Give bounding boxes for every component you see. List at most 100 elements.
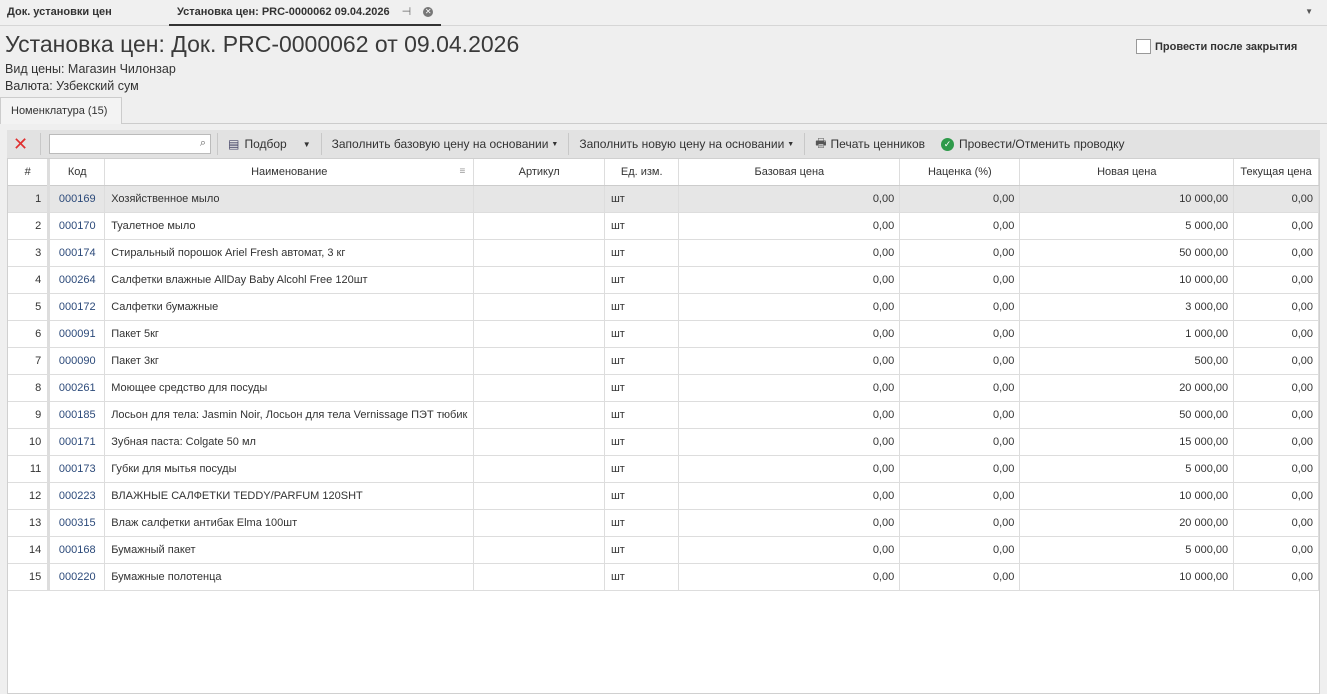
cell-current-price[interactable]: 0,00 [1233, 320, 1319, 348]
column-header[interactable]: Наименование ≡ [104, 159, 475, 186]
cell-name[interactable]: Зубная паста: Colgate 50 мл [104, 428, 475, 456]
cell-name[interactable]: Губки для мытья посуды [104, 455, 475, 483]
table-row[interactable]: 6 000091 Пакет 5кг шт 0,00 0,00 1 000,00 0,00 [8, 320, 1319, 348]
post-after-close-checkbox[interactable]: Провести после закрытия [1136, 39, 1297, 54]
cell-markup[interactable]: 0,00 [899, 401, 1021, 429]
select-button[interactable]: ▤ Подбор [224, 137, 291, 151]
cell-index[interactable]: 7 [8, 347, 51, 375]
cell-index[interactable]: 11 [8, 455, 51, 483]
cell-base-price[interactable]: 0,00 [678, 482, 901, 510]
delete-icon[interactable]: ✕ [13, 133, 29, 154]
table-row[interactable]: 12 000223 ВЛАЖНЫЕ САЛФЕТКИ TEDDY/PARFUM 12… [8, 482, 1319, 510]
table-row[interactable]: 5 000172 Салфетки бумажные шт 0,00 0,00 3 000,… [8, 293, 1319, 321]
cell-new-price[interactable]: 10 000,00 [1019, 563, 1235, 591]
cell-code[interactable]: 000261 [48, 374, 106, 402]
cell-new-price[interactable]: 10 000,00 [1019, 266, 1235, 294]
cell-new-price[interactable]: 20 000,00 [1019, 374, 1235, 402]
table-row[interactable]: 9 000185 Лосьон для тела: Jasmin Noir, Лос… [8, 401, 1319, 429]
table-row[interactable]: 14 000168 Бумажный пакет шт 0,00 0,00 5 000,00… [8, 536, 1319, 564]
column-header[interactable]: Ед. изм. [604, 159, 680, 186]
column-header[interactable]: Наценка (%) [899, 159, 1021, 186]
cell-base-price[interactable]: 0,00 [678, 293, 901, 321]
table-row[interactable]: 3 000174 Стиральный порошок Ariel Fresh ав… [8, 239, 1319, 267]
table-row[interactable]: 11 000173 Губки для мытья посуды шт 0,00 0,00… [8, 455, 1319, 483]
cell-markup[interactable]: 0,00 [899, 482, 1021, 510]
cell-markup[interactable]: 0,00 [899, 266, 1021, 294]
cell-code[interactable]: 000171 [48, 428, 106, 456]
cell-new-price[interactable]: 10 000,00 [1019, 185, 1235, 213]
cell-code[interactable]: 000315 [48, 509, 106, 537]
cell-current-price[interactable]: 0,00 [1233, 239, 1319, 267]
cell-markup[interactable]: 0,00 [899, 374, 1021, 402]
cell-sku[interactable] [473, 320, 605, 348]
column-header[interactable]: Базовая цена [678, 159, 901, 186]
fill-base-price-button[interactable]: Заполнить базовую цену на основании ▼ [328, 137, 563, 151]
cell-unit[interactable]: шт [604, 401, 680, 429]
table-row[interactable]: 1 000169 Хозяйственное мыло шт 0,00 0,00 10 00… [8, 185, 1319, 213]
cell-markup[interactable]: 0,00 [899, 455, 1021, 483]
cell-sku[interactable] [473, 239, 605, 267]
cell-markup[interactable]: 0,00 [899, 293, 1021, 321]
cell-index[interactable]: 12 [8, 482, 51, 510]
close-icon[interactable]: ✕ [423, 7, 434, 17]
cell-unit[interactable]: шт [604, 482, 680, 510]
cell-code[interactable]: 000169 [48, 185, 106, 213]
cell-base-price[interactable]: 0,00 [678, 509, 901, 537]
table-row[interactable]: 13 000315 Влаж салфетки антибак Elma 100шт… [8, 509, 1319, 537]
cell-new-price[interactable]: 20 000,00 [1019, 509, 1235, 537]
cell-code[interactable]: 000185 [48, 401, 106, 429]
column-header[interactable]: Код [48, 159, 106, 186]
cell-unit[interactable]: шт [604, 320, 680, 348]
cell-name[interactable]: Хозяйственное мыло [104, 185, 475, 213]
cell-code[interactable]: 000264 [48, 266, 106, 294]
cell-unit[interactable]: шт [604, 347, 680, 375]
cell-current-price[interactable]: 0,00 [1233, 482, 1319, 510]
cell-new-price[interactable]: 10 000,00 [1019, 482, 1235, 510]
cell-sku[interactable] [473, 293, 605, 321]
cell-name[interactable]: Бумажный пакет [104, 536, 475, 564]
cell-unit[interactable]: шт [604, 428, 680, 456]
cell-code[interactable]: 000173 [48, 455, 106, 483]
table-row[interactable]: 4 000264 Салфетки влажные AllDay Baby Alco… [8, 266, 1319, 294]
table-row[interactable]: 7 000090 Пакет 3кг шт 0,00 0,00 500,00 0,00 [8, 347, 1319, 375]
cell-current-price[interactable]: 0,00 [1233, 266, 1319, 294]
column-header[interactable]: Новая цена [1019, 159, 1235, 186]
cell-base-price[interactable]: 0,00 [678, 212, 901, 240]
cell-unit[interactable]: шт [604, 293, 680, 321]
cell-markup[interactable]: 0,00 [899, 212, 1021, 240]
cell-markup[interactable]: 0,00 [899, 428, 1021, 456]
cell-code[interactable]: 000090 [48, 347, 106, 375]
cell-base-price[interactable]: 0,00 [678, 347, 901, 375]
cell-index[interactable]: 3 [8, 239, 51, 267]
cell-sku[interactable] [473, 536, 605, 564]
cell-code[interactable]: 000170 [48, 212, 106, 240]
tab-price-doc-active[interactable]: Установка цен: PRC-0000062 09.04.2026 ⊣ … [169, 0, 442, 26]
cell-index[interactable]: 5 [8, 293, 51, 321]
pin-icon[interactable]: ⊣ [401, 6, 412, 18]
select-dropdown-chevron-icon[interactable]: ▼ [302, 139, 311, 149]
cell-markup[interactable]: 0,00 [899, 239, 1021, 267]
table-row[interactable]: 2 000170 Туалетное мыло шт 0,00 0,00 5 000,00 0… [8, 212, 1319, 240]
cell-code[interactable]: 000223 [48, 482, 106, 510]
fill-new-price-button[interactable]: Заполнить новую цену на основании ▼ [575, 137, 798, 151]
cell-code[interactable]: 000174 [48, 239, 106, 267]
cell-code[interactable]: 000168 [48, 536, 106, 564]
cell-current-price[interactable]: 0,00 [1233, 401, 1319, 429]
cell-index[interactable]: 1 [8, 185, 51, 213]
tab-menu-chevron-icon[interactable]: ▼ [1305, 7, 1313, 16]
cell-code[interactable]: 000091 [48, 320, 106, 348]
cell-name[interactable]: Салфетки бумажные [104, 293, 475, 321]
cell-current-price[interactable]: 0,00 [1233, 374, 1319, 402]
cell-sku[interactable] [473, 509, 605, 537]
cell-markup[interactable]: 0,00 [899, 509, 1021, 537]
cell-unit[interactable]: шт [604, 509, 680, 537]
cell-sku[interactable] [473, 266, 605, 294]
cell-code[interactable]: 000172 [48, 293, 106, 321]
cell-base-price[interactable]: 0,00 [678, 374, 901, 402]
cell-sku[interactable] [473, 482, 605, 510]
cell-current-price[interactable]: 0,00 [1233, 428, 1319, 456]
cell-index[interactable]: 2 [8, 212, 51, 240]
column-header[interactable]: Текущая цена [1233, 159, 1319, 186]
cell-new-price[interactable]: 1 000,00 [1019, 320, 1235, 348]
column-header[interactable]: Артикул [473, 159, 605, 186]
